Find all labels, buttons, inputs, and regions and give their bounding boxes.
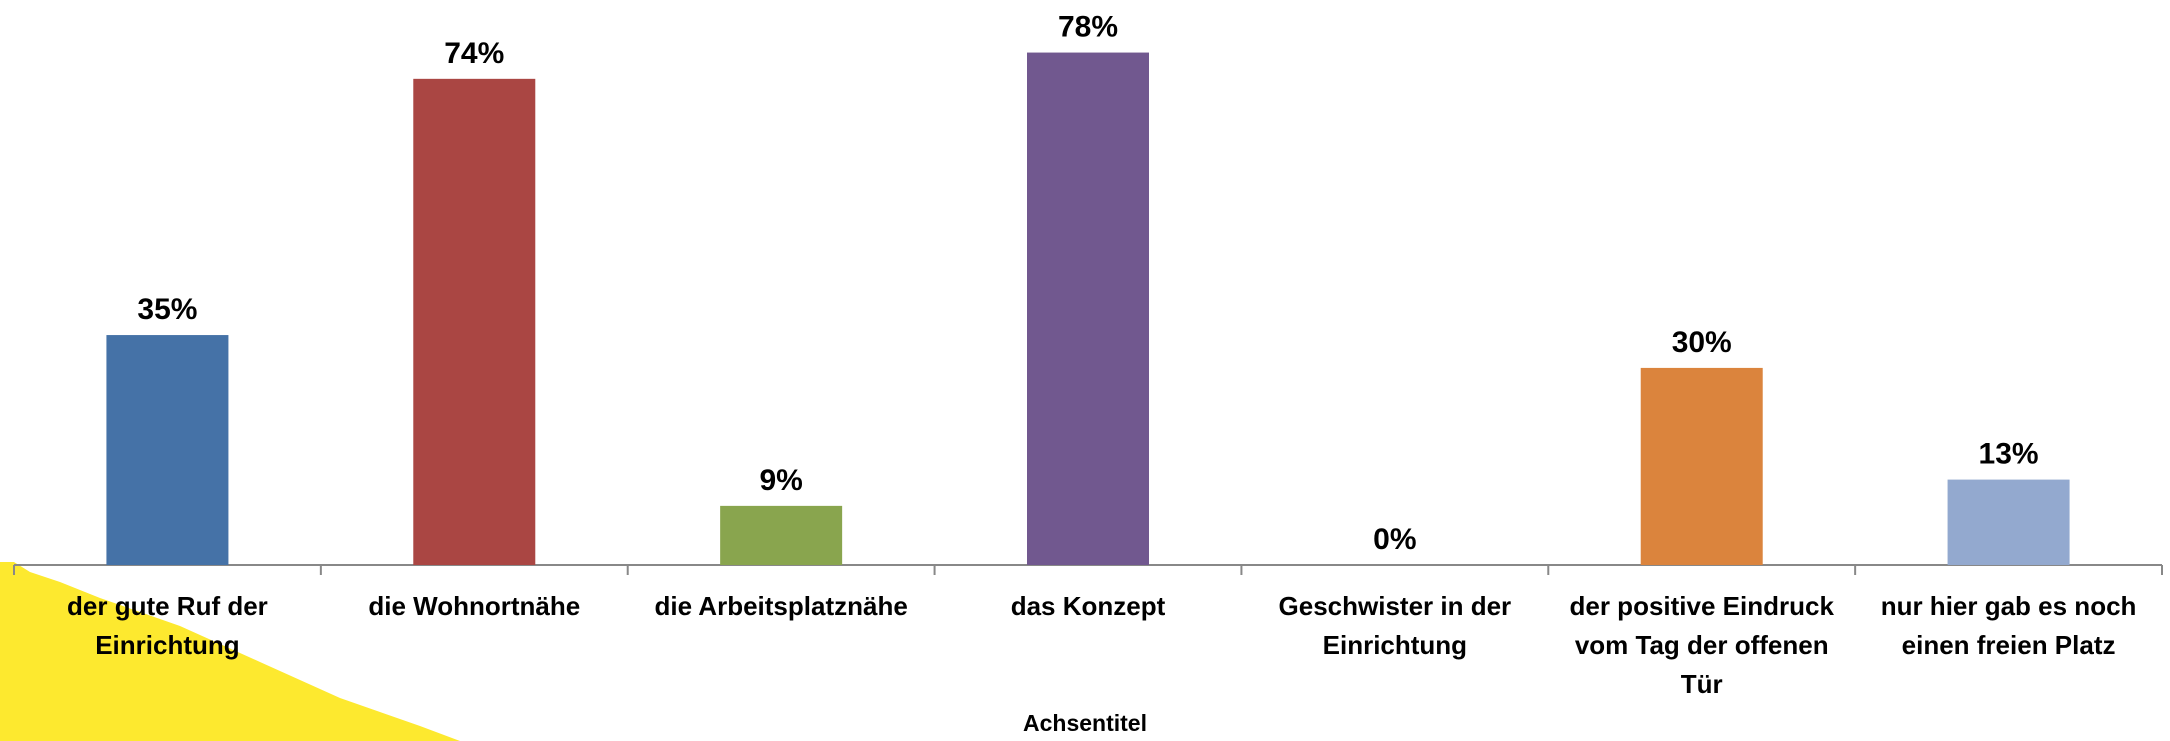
value-label: 13% [1979,438,2039,471]
bar [720,505,843,565]
bar [1947,479,2070,565]
bar [106,335,229,565]
value-label: 0% [1373,523,1416,556]
bar [1640,367,1763,565]
value-label: 30% [1672,326,1732,359]
value-label: 74% [444,37,504,70]
x-tick-label: die Wohnortnähe [368,591,581,621]
x-tick-label: die Arbeitsplatznähe [654,591,908,621]
x-tick-label: der gute Ruf der Einrichtung [67,591,268,660]
value-label: 35% [137,293,197,326]
x-axis-title: Achsentitel [1023,710,1147,736]
x-tick-label: das Konzept [1010,591,1166,621]
x-tick-label: nur hier gab es noch einen freien Platz [1880,591,2137,660]
bar [413,78,536,565]
value-label: 78% [1058,11,1118,44]
x-tick-label: Geschwister in der Einrichtung [1278,591,1512,660]
x-tick-label: der positive Eindruck vom Tag der offene… [1569,591,1834,699]
decoration [0,562,460,741]
bar [1027,52,1149,565]
value-label: 9% [759,464,802,497]
